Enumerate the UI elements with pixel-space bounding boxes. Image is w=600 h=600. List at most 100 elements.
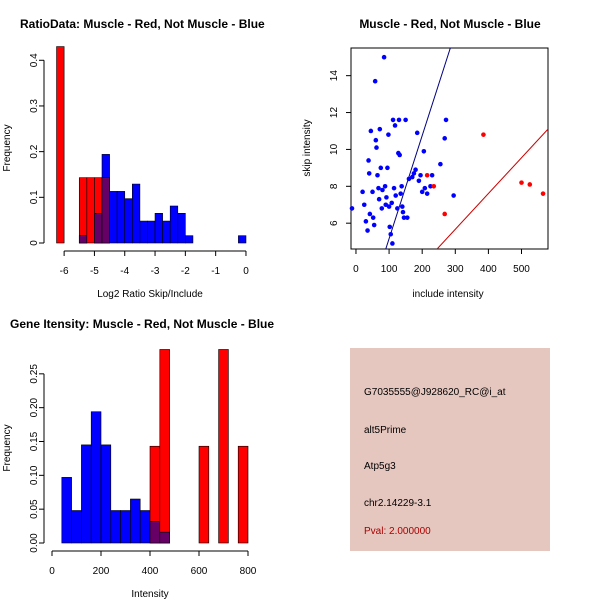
not-muscle-point	[373, 137, 379, 143]
gene-info-panel: G7035555@J928620_RC@i_at alt5Prime Atp5g…	[350, 348, 550, 551]
not-muscle-point	[429, 172, 435, 178]
x-tick-label: -5	[90, 266, 99, 277]
not-muscle-point	[384, 195, 389, 200]
overlap-bar	[101, 177, 110, 244]
probe-id: G7035555@J928620_RC@i_at	[364, 387, 506, 398]
not-muscle-point	[386, 204, 392, 209]
y-tick-label: 14	[329, 70, 340, 82]
not-muscle-point	[386, 132, 391, 137]
not-muscle-point	[390, 117, 396, 123]
intensity-chart-title: Gene Itensity: Muscle - Red, Not Muscle …	[10, 317, 274, 331]
not-muscle-point	[451, 193, 456, 198]
not-muscle-point	[416, 178, 422, 184]
not-muscle-point	[377, 126, 383, 132]
blue-bar	[185, 235, 194, 244]
not-muscle-point	[395, 206, 400, 211]
not-muscle-point	[387, 224, 393, 230]
muscle-point	[519, 180, 524, 185]
not-muscle-point	[418, 172, 423, 178]
y-tick-label: 0.25	[29, 364, 40, 384]
ratio-bars	[56, 46, 247, 244]
y-tick-label: 8	[329, 183, 340, 189]
intensity-y-label: Frequency	[2, 424, 13, 471]
not-muscle-point	[400, 204, 405, 209]
red-bar	[159, 349, 170, 544]
not-muscle-point	[398, 191, 403, 196]
y-tick-label: 0.3	[29, 99, 40, 113]
y-tick-label: 0.00	[29, 533, 40, 553]
overlap-bar	[159, 531, 170, 544]
x-tick-label: 400	[142, 566, 159, 577]
ratio-axes: -6 -5 -4 -3 -2 -1 0 0 0.1 0.2 0.3 0.4	[29, 53, 249, 277]
y-tick-label: 0.2	[29, 144, 40, 158]
red-bar	[198, 445, 210, 544]
not-muscle-point	[375, 172, 380, 178]
chromosome-location: chr2.14229-3.1	[364, 498, 432, 509]
x-tick-label: 100	[381, 264, 398, 275]
blue-bar	[71, 510, 82, 544]
muscle-point	[424, 172, 430, 178]
not-muscle-point	[397, 152, 402, 158]
blue-bar	[147, 220, 156, 244]
ratio-x-label: Log2 Ratio Skip/Include	[97, 289, 203, 300]
intensity-axes: 0 200 400 600 800 0.00 0.05 0.10 0.15 0.20 0.25	[29, 364, 257, 577]
not-muscle-point	[390, 241, 395, 246]
blue-bar	[132, 183, 141, 244]
blue-bar	[120, 510, 131, 544]
gene-name: Atp5g3	[364, 461, 396, 472]
ratio-chart-title: RatioData: Muscle - Red, Not Muscle - Bl…	[20, 17, 265, 31]
not-muscle-point	[414, 130, 420, 136]
not-muscle-point	[388, 231, 394, 237]
not-muscle-point	[382, 184, 388, 189]
x-tick-label: 600	[191, 566, 208, 577]
overlap-bar	[94, 213, 103, 244]
y-tick-label: 0	[29, 240, 40, 246]
intensity-bars	[61, 349, 249, 544]
not-muscle-point	[374, 145, 379, 150]
blue-bar	[116, 191, 126, 244]
x-tick-label: 400	[480, 264, 497, 275]
not-muscle-point	[370, 189, 375, 195]
blue-bar	[154, 213, 163, 244]
blue-bar	[61, 477, 72, 544]
muscle-point	[540, 191, 546, 196]
intensity-histogram-chart: Gene Itensity: Muscle - Red, Not Muscle …	[2, 317, 274, 600]
not-muscle-point	[363, 219, 369, 224]
x-tick-label: 500	[513, 264, 530, 275]
not-muscle-point	[389, 200, 395, 206]
scatter-points	[349, 54, 546, 246]
overlap-bar	[78, 235, 88, 244]
intensity-x-label: Intensity	[131, 589, 168, 600]
not-muscle-point	[393, 193, 398, 198]
x-tick-label: -3	[151, 266, 160, 277]
not-muscle-point	[380, 187, 385, 193]
x-tick-label: 300	[447, 264, 464, 275]
not-muscle-point	[401, 215, 407, 220]
not-muscle-point	[372, 78, 378, 84]
not-muscle-point	[422, 185, 428, 191]
y-tick-label: 0.05	[29, 499, 40, 519]
not-muscle-point	[381, 54, 387, 60]
x-tick-label: -1	[211, 266, 220, 277]
not-muscle-point	[370, 215, 376, 220]
not-muscle-point	[365, 228, 370, 233]
scatter-axes: 0 100 200 300 400 500 6 8 10 12 14	[329, 70, 530, 275]
x-tick-label: -2	[181, 266, 190, 277]
blue-bar	[238, 235, 247, 244]
not-muscle-point	[399, 184, 404, 189]
pval-text: Pval: 2.000000	[364, 526, 431, 537]
not-muscle-point	[443, 117, 449, 123]
event-type: alt5Prime	[364, 425, 407, 436]
blue-bar	[139, 220, 148, 244]
red-bar	[237, 445, 249, 544]
not-muscle-point	[366, 171, 372, 176]
diagonal-line	[385, 48, 451, 249]
not-muscle-point	[378, 165, 384, 171]
not-muscle-point	[367, 211, 373, 217]
not-muscle-point	[428, 184, 433, 189]
blue-bar	[90, 411, 102, 544]
not-muscle-point	[438, 161, 443, 167]
scatter-chart-title: Muscle - Red, Not Muscle - Blue	[359, 17, 541, 31]
x-tick-label: -4	[120, 266, 129, 277]
not-muscle-point	[391, 185, 397, 191]
